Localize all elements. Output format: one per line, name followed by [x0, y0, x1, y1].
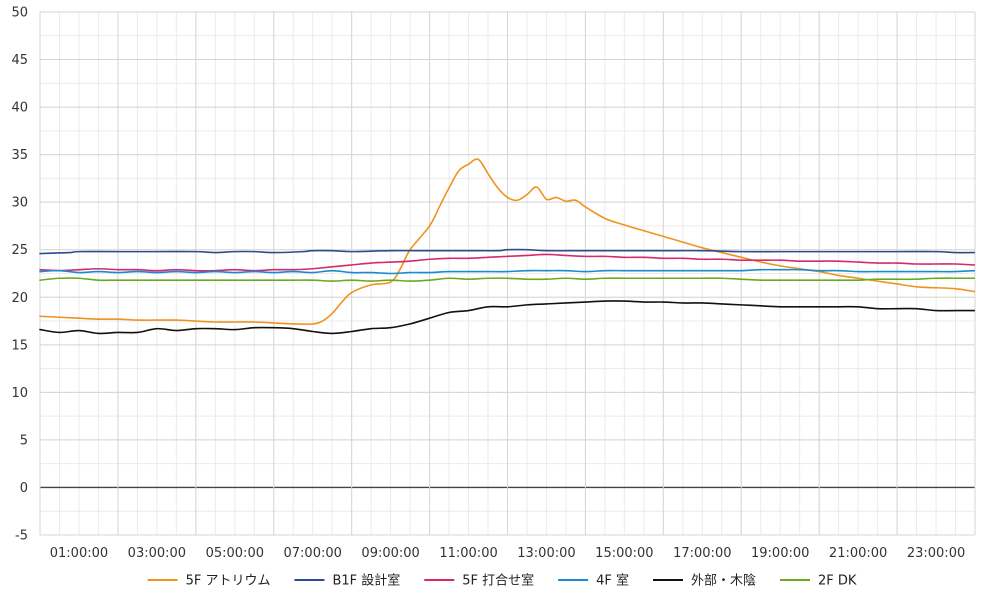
y-tick-label: 45: [11, 53, 28, 68]
y-tick-label: 20: [11, 291, 28, 306]
series-line-4: [39, 300, 976, 335]
series-line-2: [39, 253, 976, 272]
x-tick-label: 05:00:00: [206, 546, 264, 561]
legend-item-label: 5F アトリウム: [186, 574, 271, 589]
x-tick-label: 07:00:00: [284, 546, 342, 561]
y-tick-label: 5: [20, 433, 28, 448]
series-line-5: [39, 277, 976, 282]
series-line-0: [39, 158, 976, 325]
y-tick-label: 40: [11, 101, 28, 116]
legend-item-label: 外部・木陰: [691, 574, 756, 589]
series-line-1: [39, 248, 976, 255]
y-tick-label: 50: [11, 6, 28, 21]
x-tick-label: 01:00:00: [50, 546, 108, 561]
x-tick-label: 03:00:00: [128, 546, 186, 561]
y-tick-label: -5: [15, 529, 28, 544]
y-tick-label: 15: [11, 338, 28, 353]
legend-item-label: 2F DK: [818, 574, 857, 589]
x-tick-label: 17:00:00: [673, 546, 731, 561]
legend: 5F アトリウム B1F 設計室 5F 打合せ室 4F 室 外部・木陰 2F DK: [147, 573, 857, 589]
y-tick-label: 0: [20, 481, 28, 496]
x-tick-label: 11:00:00: [439, 546, 497, 561]
series-line-3: [39, 268, 976, 275]
x-tick-label: 15:00:00: [595, 546, 653, 561]
x-tick-label: 13:00:00: [517, 546, 575, 561]
y-tick-label: 35: [11, 148, 28, 163]
legend-item-label: B1F 設計室: [332, 573, 400, 589]
y-tick-label: 10: [11, 386, 28, 401]
x-tick-label: 21:00:00: [829, 546, 887, 561]
y-tick-label: 30: [11, 196, 28, 211]
x-tick-label: 19:00:00: [751, 546, 809, 561]
legend-item-label: 5F 打合せ室: [462, 573, 534, 589]
axes: -5 0 5 10 15 20 25 30 35 40 45 50 01:00:00 03:00:00 05…: [11, 6, 965, 562]
grid: [39, 11, 976, 536]
x-tick-label: 23:00:00: [907, 546, 965, 561]
legend-item-label: 4F 室: [596, 573, 629, 589]
series-lines: [39, 158, 976, 335]
y-tick-label: 25: [11, 243, 28, 258]
x-tick-label: 09:00:00: [361, 546, 419, 561]
